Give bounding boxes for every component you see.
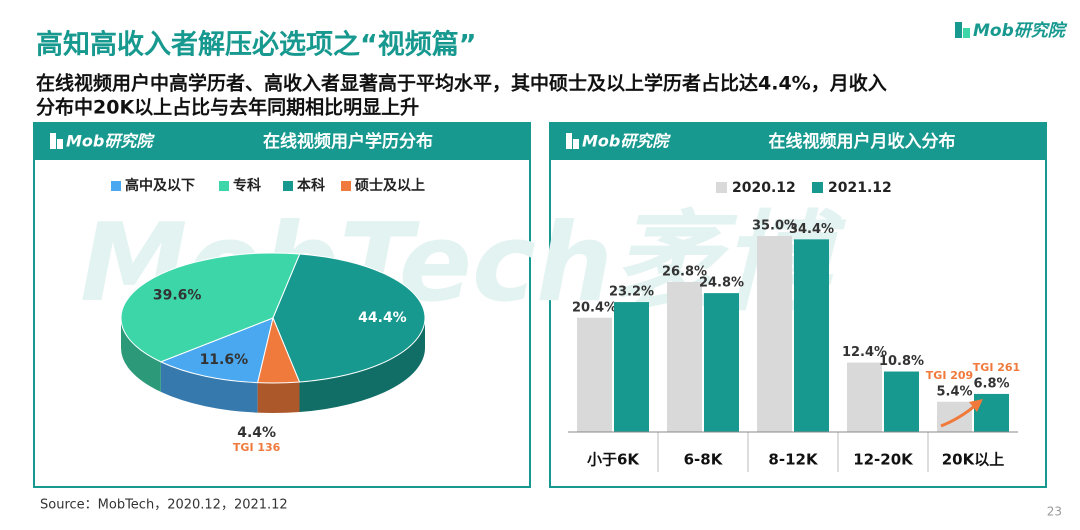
panel-header [34,123,530,160]
logo-icon [573,139,579,149]
x-tick-label: 6-8K [684,451,724,469]
charts: 高中及以下 专科 本科 硕士及以上 11.6% 39.6% 44.4% 4.4%TGI 136… [111,177,1020,472]
logo-icon [50,133,56,149]
panel-logo: Mob研究院 [50,132,155,151]
trend-arrowhead [969,399,983,412]
x-tick-label: 12-20K [853,451,914,469]
panel-logo: Mob研究院 [566,132,671,151]
data-label: 4.4% [237,425,276,441]
annotation: TGI 136 [233,441,281,454]
logo-icon [955,22,962,38]
logo-text: Mob研究院 [973,21,1068,41]
pie-slice [257,316,301,413]
data-label: 26.8% [662,264,707,279]
bar [614,302,649,432]
legend-label: 2020.12 [732,180,796,196]
slice-side [121,318,161,392]
data-label: 35.0% [752,219,797,234]
x-tick-label: 8-12K [768,451,819,469]
legend-swatch [111,181,121,191]
panel-title: 在线视频用户学历分布 [263,131,433,152]
slice-top [159,317,274,384]
bar [577,317,612,432]
data-label: 34.4% [789,222,834,237]
annotation: TGI 209 [926,369,973,382]
legend-label: 硕士及以上 [355,177,425,194]
annotation: TGI 261 [973,361,1020,374]
data-label: 11.6% [200,352,249,368]
bar [704,293,739,432]
data-label: 5.4% [936,384,972,399]
source: Source：MobTech，2020.12，2021.12 [40,498,288,513]
subtitle: 在线视频用户中高学历者、高收入者显著高于平均水平，其中硕士及以上学历者占比达4.… [36,72,887,95]
slice-side [299,318,425,413]
bar [884,371,919,432]
legend-label: 高中及以下 [125,177,195,194]
data-label: 39.6% [153,287,202,303]
legend-label: 2021.12 [828,180,892,196]
legend-swatch [219,181,229,191]
x-tick-label: 20K以上 [942,451,1005,469]
pie-slice [159,317,274,413]
slide-title: 高知高收入者解压必选项之“视频篇” [36,29,477,61]
pie-slice [120,252,301,392]
logo-icon [963,28,970,38]
panel-header [550,123,1046,160]
legend-label: 本科 [297,177,325,194]
legend-swatch [716,182,727,193]
page-number: 23 [1047,505,1062,519]
slice-side [160,361,258,413]
bar [847,362,882,432]
data-label: 44.4% [358,310,407,326]
data-label: 12.4% [842,345,887,360]
legend-label: 专科 [233,177,261,194]
legend-swatch [341,181,351,191]
subtitle: 分布中20K以上占比与去年同期相比明显上升 [36,96,419,119]
data-label: 10.8% [879,354,924,369]
slice-top [120,252,301,363]
bar [974,393,1009,432]
bar [667,281,702,432]
data-label: 20.4% [572,300,617,315]
data-label: 23.2% [609,285,654,300]
logo-text: Mob研究院 [66,132,155,151]
panel-title: 在线视频用户月收入分布 [769,131,956,152]
legend-swatch [283,181,293,191]
slice-top [257,316,301,384]
logo-text: Mob研究院 [582,132,671,151]
logo-icon [566,133,572,149]
logo: Mob研究院 [955,21,1068,41]
legend-swatch [812,182,823,193]
slice-top [272,253,426,383]
data-label: 6.8% [973,376,1009,391]
bar [757,236,792,432]
data-label: 24.8% [699,276,744,291]
x-tick-label: 小于6K [587,451,640,469]
slice-side [257,382,300,413]
bar [937,401,972,432]
bar [794,239,829,432]
logo-icon [57,139,63,149]
pie-slice [272,253,426,413]
